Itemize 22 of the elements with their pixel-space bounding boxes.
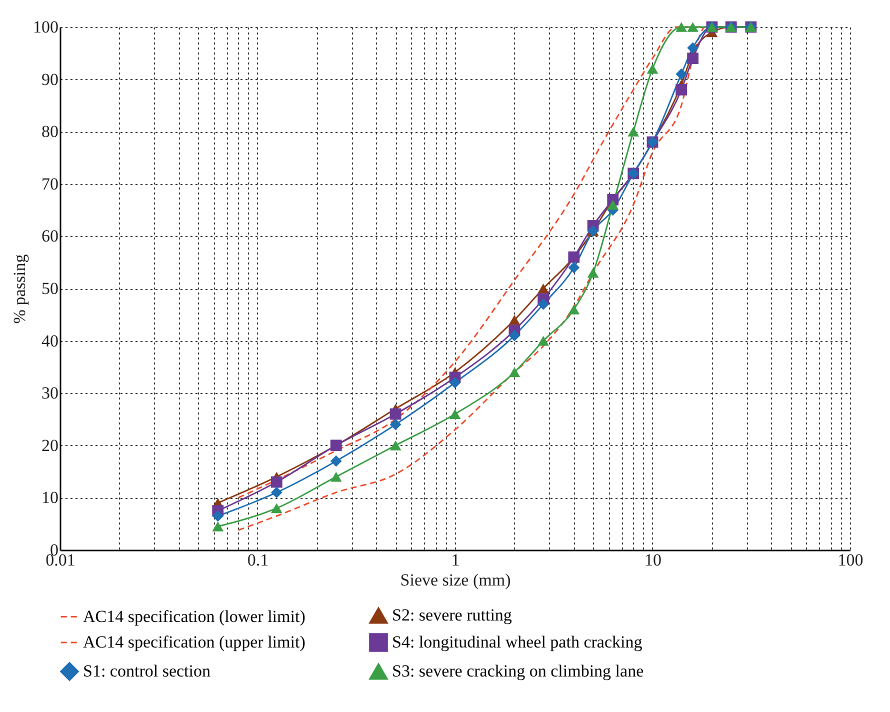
x-tick-label: 10	[644, 550, 662, 570]
x-tick-label: 100	[838, 550, 864, 570]
legend-label: S3: severe cracking on climbing lane	[392, 662, 644, 680]
y-tick-label: 70	[42, 174, 58, 194]
legend-label: S4: longitudinal wheel path cracking	[392, 632, 643, 652]
y-tick-label: 80	[42, 122, 58, 142]
y-tick-label: 100	[33, 18, 58, 36]
y-tick-label: 60	[42, 226, 58, 246]
x-axis-title: Sieve size (mm)	[400, 570, 511, 590]
y-tick-label: 10	[42, 488, 58, 508]
y-tick-label: 50	[42, 279, 58, 298]
x-tick-label: 1	[451, 550, 460, 570]
legend-label: S1: control section	[83, 662, 211, 680]
y-tick-label: 90	[42, 70, 58, 89]
x-tick-label: 0.1	[247, 550, 269, 570]
y-tick-label: 20	[42, 436, 58, 455]
y-tick-label: 40	[42, 331, 58, 350]
y-axis-title: % passing	[10, 254, 29, 324]
legend-label: AC14 specification (upper limit)	[83, 632, 306, 652]
legend-label: AC14 specification (lower limit)	[83, 606, 306, 626]
y-tick-label: 30	[42, 384, 58, 403]
legend-label: S2: severe rutting	[392, 606, 512, 624]
